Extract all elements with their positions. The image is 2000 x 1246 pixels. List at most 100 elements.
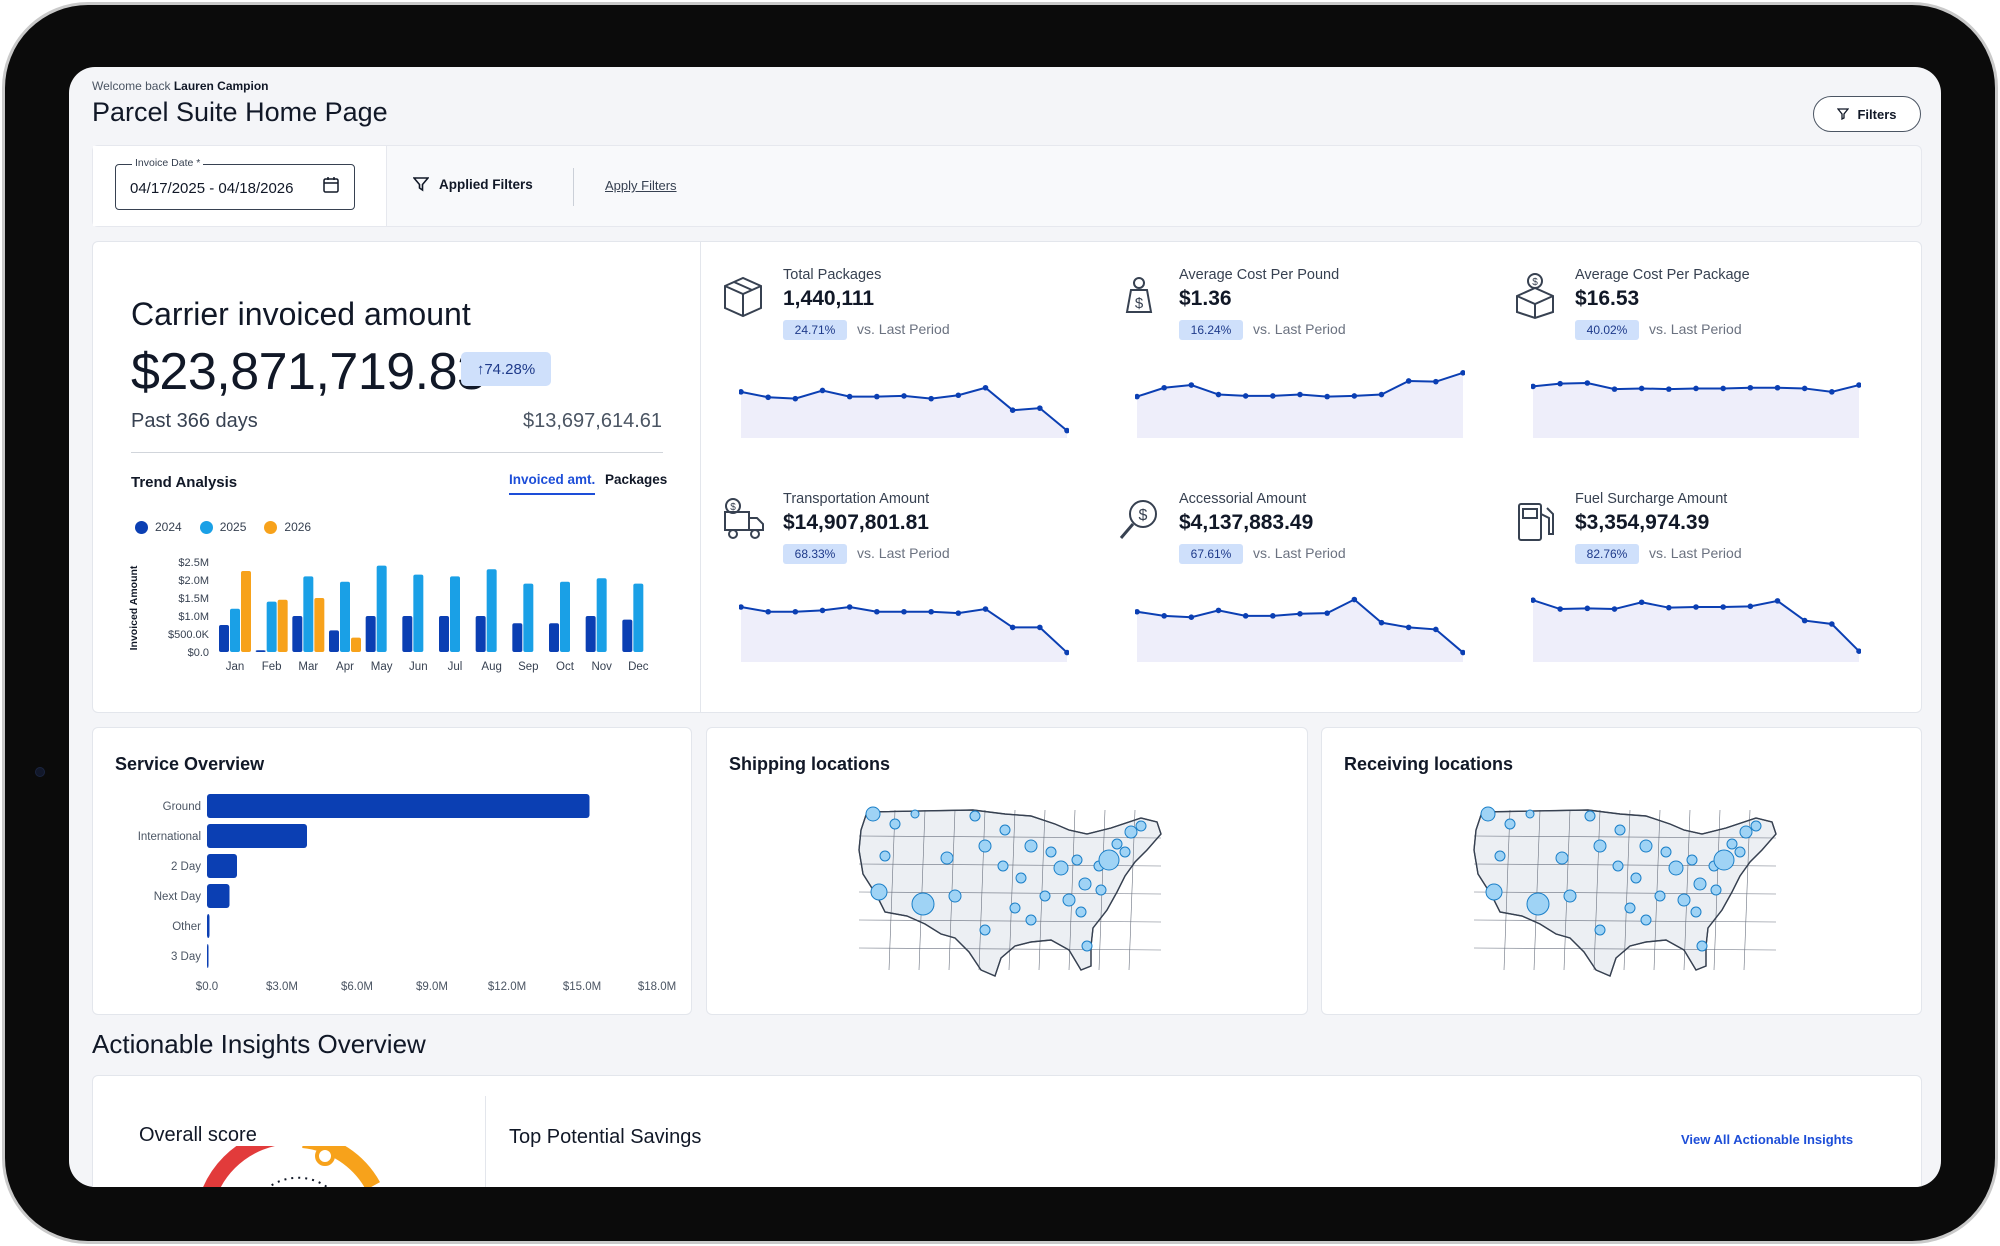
location-bubble <box>1668 860 1684 876</box>
metric-tile[interactable]: Total Packages 1,440,111 24.71% vs. Last Pe… <box>701 242 1096 467</box>
bar <box>475 616 486 652</box>
us-map[interactable] <box>855 800 1165 980</box>
sparkline-point <box>1135 608 1140 615</box>
location-bubble <box>1640 914 1652 926</box>
location-bubble <box>1639 839 1653 853</box>
metric-label: Average Cost Per Pound <box>1179 267 1340 283</box>
calendar-icon[interactable] <box>322 176 340 194</box>
tab-invoiced-amount[interactable]: Invoiced amt. <box>509 472 596 495</box>
bar <box>266 601 277 652</box>
y-tick-label: $1.0M <box>178 611 209 623</box>
sparkline-chart <box>739 384 1069 438</box>
location-bubble <box>1614 824 1626 836</box>
sparkline-area <box>1533 600 1859 662</box>
location-bubble <box>1563 889 1577 903</box>
legend-dot <box>199 520 213 534</box>
location-bubble <box>1710 884 1722 896</box>
x-tick-label: Feb <box>262 661 282 673</box>
location-bubble <box>1555 851 1569 865</box>
bar <box>486 569 497 652</box>
location-bubble <box>1693 877 1707 891</box>
sparkline-point <box>874 608 880 615</box>
us-map[interactable] <box>1470 800 1780 980</box>
comparison-label: vs. Last Period <box>857 321 950 337</box>
delivery-truck-icon: $ <box>724 498 764 539</box>
sparkline-point <box>1557 380 1563 387</box>
bar <box>549 623 559 652</box>
tab-packages[interactable]: Packages <box>605 472 668 487</box>
overall-score-label: Overall score <box>139 1124 257 1146</box>
x-tick-label: Nov <box>591 661 612 673</box>
sparkline-point <box>874 393 880 400</box>
bar <box>303 576 314 652</box>
bar <box>277 599 288 652</box>
bar <box>314 598 325 652</box>
state-border <box>888 809 896 971</box>
bar <box>241 571 251 652</box>
sparkline-point <box>765 394 771 401</box>
top-savings-title: Top Potential Savings <box>509 1126 702 1148</box>
sparkline-point <box>1433 626 1439 633</box>
location-bubble <box>1726 838 1738 850</box>
state-border <box>1473 891 1777 895</box>
bar <box>596 578 607 652</box>
view-all-insights-link[interactable]: View All Actionable Insights <box>1681 1132 1854 1147</box>
sparkline-point <box>1693 385 1699 392</box>
location-bubble <box>979 924 991 936</box>
x-tick-label: Dec <box>628 661 649 673</box>
change-badge: 68.33% <box>783 544 847 564</box>
legend-label: 2024 <box>155 520 182 534</box>
bar <box>207 824 307 848</box>
sparkline-point <box>1378 619 1385 626</box>
sparkline-point <box>1531 597 1536 603</box>
metric-value: $4,137,883.49 <box>1179 511 1314 534</box>
sparkline-area <box>1137 372 1463 438</box>
app-screen: Welcome back Lauren Campion Parcel Suite… <box>69 67 1941 1187</box>
x-tick-label: Jan <box>226 661 245 673</box>
y-tick-label: International <box>138 831 201 843</box>
comparison-label: vs. Last Period <box>1253 545 1346 561</box>
location-bubble <box>1039 890 1051 902</box>
location-bubble <box>865 806 881 822</box>
legend-item[interactable]: 2024 <box>135 520 182 534</box>
invoice-date-field[interactable]: Invoice Date * 04/17/2025 - 04/18/2026 <box>115 157 355 210</box>
trend-chart: Invoiced Amount $0.0 $500.0K $1.0M $1.5M $2.0… <box>128 557 649 673</box>
metric-tile[interactable]: $ Average Cost Per Pound $1.36 16.24% vs. La… <box>1097 242 1492 467</box>
receiving-locations-title: Receiving locations <box>1344 754 1514 774</box>
metric-tile[interactable]: $ Transportation Amount $14,907,801.81 68.3… <box>701 466 1096 691</box>
apply-filters-link[interactable]: Apply Filters <box>605 178 677 193</box>
metric-label: Fuel Surcharge Amount <box>1575 491 1728 507</box>
legend-item[interactable]: 2026 <box>264 520 311 534</box>
legend-label: 2026 <box>284 520 312 534</box>
filters-button[interactable]: Filters <box>1813 96 1921 132</box>
metric-tile[interactable]: $ Average Cost Per Package $16.53 40.02% vs.… <box>1493 242 1888 467</box>
sparkline-point <box>1829 621 1835 627</box>
comparison-label: vs. Last Period <box>1253 321 1346 337</box>
bar <box>450 576 460 652</box>
y-tick-label: 2 Day <box>171 861 201 873</box>
applied-filters[interactable]: Applied Filters <box>413 176 533 192</box>
metric-tile[interactable]: Fuel Surcharge Amount $3,354,974.39 82.76%… <box>1493 466 1888 691</box>
fuel-pump-icon <box>1518 503 1554 541</box>
filter-icon <box>1837 108 1850 120</box>
service-chart: Ground International 2 Day Next Day Other 3 D… <box>138 794 676 993</box>
previous-amount: $13,697,614.61 <box>522 410 662 432</box>
x-tick-label: Apr <box>336 661 354 673</box>
sparkline-point <box>982 384 989 391</box>
y-tick-label: $1.5M <box>178 593 209 605</box>
location-bubble <box>1677 893 1691 907</box>
state-border <box>1683 809 1691 971</box>
state-border <box>1653 809 1661 971</box>
period-label: Past 366 days <box>131 410 258 432</box>
location-bubble <box>910 809 920 819</box>
location-bubble <box>1485 883 1503 901</box>
sparkline-point <box>1856 382 1861 388</box>
location-bubble <box>1135 820 1147 832</box>
metric-tile[interactable]: $ Accessorial Amount $4,137,883.49 67.61% vs… <box>1097 466 1492 691</box>
sparkline-point <box>1297 391 1303 398</box>
legend-item[interactable]: 2025 <box>199 520 246 534</box>
dollar-box-icon: $ <box>1516 273 1554 320</box>
bar <box>255 650 266 652</box>
state-border <box>1473 919 1777 923</box>
